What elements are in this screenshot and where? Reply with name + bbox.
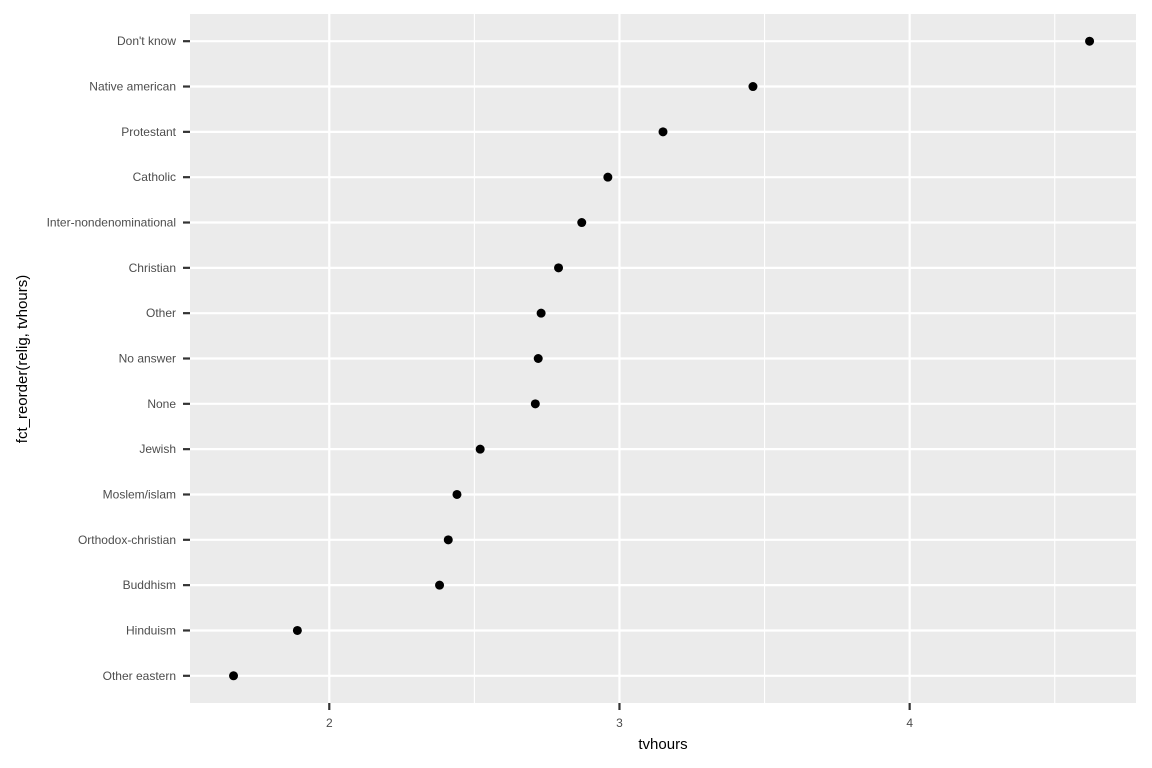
data-point: [1085, 36, 1095, 46]
y-tick-label: Native american: [89, 80, 176, 94]
y-tick-label: No answer: [119, 352, 176, 366]
data-point: [603, 172, 613, 182]
y-tick-label: Moslem/islam: [103, 487, 176, 501]
gridlines: [190, 14, 1136, 703]
data-point: [435, 580, 445, 590]
data-point: [452, 489, 462, 499]
y-tick-label: Protestant: [121, 125, 176, 139]
data-point: [229, 671, 239, 681]
y-axis: Other eastern Hinduism Buddhism Orthodox-ch…: [47, 34, 190, 683]
y-tick-label: Orthodox-christian: [78, 533, 176, 547]
x-tick-label: 2: [326, 716, 333, 730]
y-tick-label: Don't know: [117, 34, 176, 48]
data-point: [475, 444, 485, 454]
y-tick-label: Hinduism: [126, 623, 176, 637]
data-point: [748, 82, 758, 92]
x-axis: 2 3 4: [326, 703, 913, 730]
x-tick-label: 3: [616, 716, 623, 730]
x-axis-title: tvhours: [638, 736, 687, 753]
data-point: [443, 535, 453, 545]
y-tick-label: Catholic: [133, 170, 176, 184]
y-tick-label: Inter-nondenominational: [47, 216, 176, 230]
data-point: [658, 127, 668, 137]
y-tick-label: Buddhism: [123, 578, 176, 592]
y-axis-title: fct_reorder(relig, tvhours): [14, 275, 31, 443]
y-tick-label: Christian: [129, 261, 176, 275]
data-point: [292, 625, 302, 635]
x-tick-label: 4: [906, 716, 913, 730]
data-point: [533, 354, 543, 363]
data-point: [554, 263, 564, 273]
data-point: [536, 308, 546, 318]
y-tick-label: Jewish: [139, 442, 176, 456]
data-point: [577, 218, 587, 228]
data-point: [530, 399, 540, 409]
data-points: [229, 36, 1095, 681]
y-tick-label: None: [147, 397, 176, 411]
y-tick-label: Other: [146, 306, 176, 320]
y-tick-label: Other eastern: [103, 669, 176, 683]
